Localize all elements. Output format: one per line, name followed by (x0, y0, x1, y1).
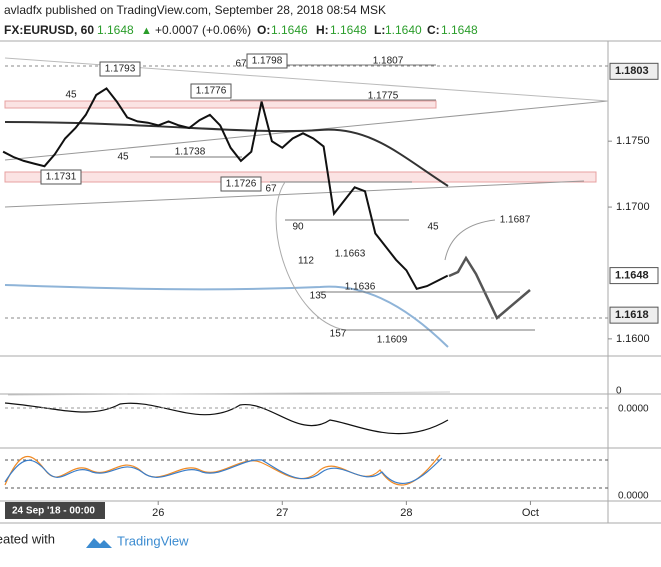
annotation: 1.1663 (335, 249, 366, 260)
annotation: 67 (235, 59, 247, 70)
annotation: 90 (292, 222, 304, 233)
y-tick-label: 1.1600 (616, 333, 650, 345)
annotation-box (246, 53, 288, 69)
annotation: 1.1793 (105, 64, 136, 75)
annotation: 1.1687 (500, 215, 531, 226)
indicator-label: 0.0000 (618, 491, 649, 502)
price-line (2, 87, 449, 290)
price-label: 1.1618 (615, 309, 649, 321)
annotation: 67 (265, 184, 277, 195)
annotation: 1.1798 (252, 56, 283, 67)
annotation: 1.1738 (175, 147, 206, 158)
h: 1.1648 (330, 23, 367, 37)
o: 1.1646 (271, 23, 308, 37)
x-tick-label: Oct (522, 507, 539, 519)
price-label-box (609, 62, 659, 80)
annotation-box (220, 176, 262, 192)
annotation: 135 (310, 291, 327, 302)
annotation: 45 (117, 152, 129, 163)
legend-row: FX:EURUSD, 60 1.1648 ▲ +0.0007 (+0.06%) … (4, 23, 478, 37)
annotation: 1.1636 (345, 282, 376, 293)
last: 1.1648 (97, 23, 134, 37)
change: +0.0007 (+0.06%) (155, 23, 251, 37)
symbol: FX:EURUSD, 60 (4, 23, 94, 37)
annotation: 45 (65, 90, 77, 101)
annotation: 157 (330, 329, 347, 340)
indicator-label: 0 (616, 386, 622, 397)
indicator-label: 0.0000 (618, 404, 649, 415)
c-label: C: (427, 23, 440, 37)
l: 1.1640 (385, 23, 422, 37)
x-tick-label: 26 (152, 507, 164, 519)
annotation: 1.1731 (46, 172, 77, 183)
price-label-box (609, 306, 659, 324)
price-label-box (609, 267, 659, 285)
annotation: 45 (427, 222, 439, 233)
annotation-box (190, 83, 232, 99)
footer-brand[interactable]: TradingView (117, 533, 189, 548)
arrow: ▲ (141, 25, 152, 37)
annotation-box (40, 169, 82, 185)
annotation-box (99, 61, 141, 77)
y-tick-label: 1.1700 (616, 201, 650, 213)
price-label: 1.1803 (615, 65, 649, 77)
annotation: 1.1726 (226, 179, 257, 190)
price-label: 1.1648 (615, 270, 649, 282)
o-label: O: (257, 23, 270, 37)
x-tick-label: 28 (400, 507, 412, 519)
footer-created: Created with (0, 531, 55, 546)
annotation: 1.1807 (373, 56, 404, 67)
annotation: 1.1775 (368, 91, 399, 102)
c: 1.1648 (441, 23, 478, 37)
l-label: L: (374, 23, 385, 37)
logo (86, 538, 112, 548)
annotation: 1.1776 (196, 86, 227, 97)
y-tick-label: 1.1750 (616, 135, 650, 147)
publisher: avladfx published on TradingView.com, Se… (4, 3, 386, 17)
annotation: 1.1609 (377, 335, 408, 346)
crosshair-label: 24 Sep '18 - 00:00 (12, 506, 95, 517)
annotation: 112 (298, 256, 314, 267)
crosshair-box (5, 502, 105, 519)
h-label: H: (316, 23, 329, 37)
x-tick-label: 27 (276, 507, 288, 519)
